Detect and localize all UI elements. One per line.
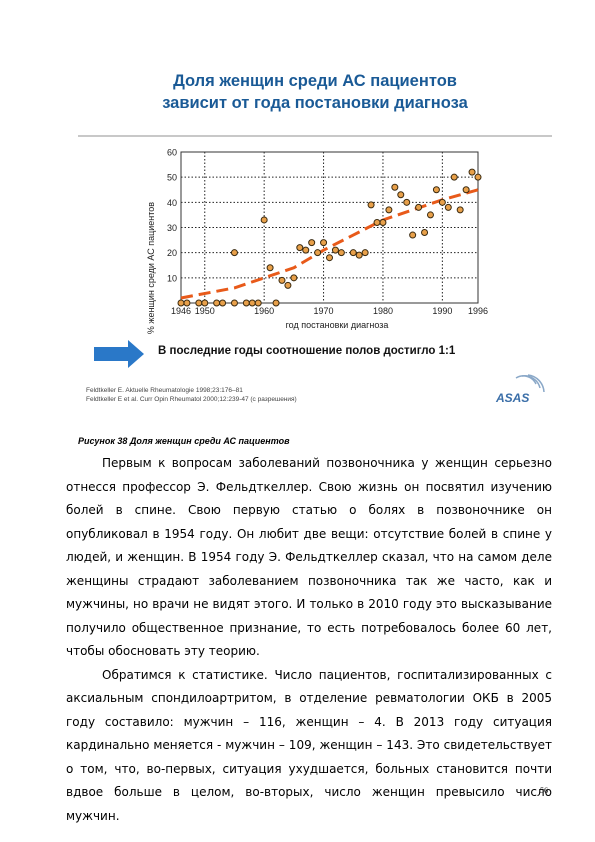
data-point <box>260 216 268 224</box>
data-point <box>308 239 316 247</box>
slide-title: Доля женщин среди АС пациентов зависит о… <box>78 70 552 114</box>
figure-slide: Доля женщин среди АС пациентов зависит о… <box>78 60 552 422</box>
x-axis-label: год постановки диагноза <box>286 320 389 330</box>
x-tick-label: 1996 <box>468 306 488 316</box>
data-point <box>326 254 333 262</box>
asas-logo: ASAS <box>494 374 546 413</box>
data-point <box>379 218 387 226</box>
trend-line <box>180 188 479 300</box>
data-point <box>432 186 440 194</box>
data-point <box>415 203 423 211</box>
data-point <box>438 198 446 206</box>
chart-grid <box>181 152 478 303</box>
reference-1: Feldtkeller E. Aktuelle Rheumatologie 19… <box>86 387 243 394</box>
data-point <box>266 264 274 272</box>
scatter-chart: 10 20 30 40 50 60 1946 1950 1960 1970 1980 1990 1996… <box>146 148 488 335</box>
data-point <box>391 183 399 191</box>
x-tick-label: 1946 <box>171 306 191 316</box>
data-point <box>468 168 476 176</box>
data-point <box>462 186 470 194</box>
data-point <box>409 231 417 239</box>
reference-2: Feldtkeller E et al. Curr Opin Rheumatol… <box>86 396 297 403</box>
data-point <box>421 229 429 237</box>
data-point <box>254 299 262 307</box>
data-point <box>403 198 411 206</box>
body-text: Первым к вопросам заболеваний позвоночни… <box>66 452 552 828</box>
data-point <box>242 299 250 307</box>
y-tick-label: 10 <box>167 273 177 283</box>
data-point <box>230 299 238 307</box>
data-point <box>337 249 345 257</box>
y-tick-label: 20 <box>167 248 177 258</box>
data-point <box>272 299 280 307</box>
page-number: 56 <box>540 786 548 795</box>
y-tick-label: 50 <box>167 173 177 183</box>
data-point <box>331 246 339 254</box>
data-point <box>426 211 434 219</box>
data-point <box>361 249 369 257</box>
data-point <box>290 274 298 282</box>
data-point <box>367 201 375 209</box>
axis-ticks: 10 20 30 40 50 60 1946 1950 1960 1970 1980 1990 1996 <box>167 148 488 317</box>
references: Feldtkeller E. Aktuelle Rheumatologie 19… <box>86 386 297 404</box>
data-point <box>314 249 322 257</box>
data-point <box>284 281 292 289</box>
data-point <box>474 173 482 181</box>
data-point <box>230 249 238 257</box>
data-point <box>444 203 452 211</box>
slide-title-line2: зависит от года постановки диагноза <box>162 94 468 112</box>
data-point <box>373 218 381 226</box>
svg-text:ASAS: ASAS <box>495 391 529 405</box>
data-point <box>183 299 191 307</box>
figure-caption: Рисунок 38 Доля женщин среди АС пациенто… <box>78 436 290 446</box>
data-point <box>201 299 209 307</box>
banner-text: В последние годы соотношение полов дости… <box>158 345 456 357</box>
title-divider <box>78 135 552 137</box>
slide-title-line1: Доля женщин среди АС пациентов <box>173 72 457 90</box>
y-tick-label: 40 <box>167 198 177 208</box>
x-tick-label: 1970 <box>314 306 334 316</box>
data-point <box>385 206 393 214</box>
data-point <box>302 246 310 254</box>
paragraph-2: Обратимся к статистике. Число пациентов,… <box>66 667 552 823</box>
data-point <box>450 173 458 181</box>
summary-banner: В последние годы соотношение полов дости… <box>94 340 552 368</box>
right-arrow-icon <box>94 340 144 368</box>
paragraph-1: Первым к вопросам заболеваний позвоночни… <box>66 456 552 658</box>
data-point <box>320 239 328 247</box>
data-point <box>456 206 464 214</box>
data-point <box>278 276 286 284</box>
x-tick-label: 1990 <box>432 306 452 316</box>
data-point <box>219 299 227 307</box>
data-point <box>296 244 304 252</box>
x-tick-label: 1980 <box>373 306 393 316</box>
y-tick-label: 60 <box>167 148 177 158</box>
data-points <box>177 168 482 307</box>
plot-frame <box>180 151 479 304</box>
data-point <box>397 191 405 199</box>
y-axis-label: % женщин среди АС пациентов <box>146 202 156 334</box>
x-tick-label: 1960 <box>254 306 274 316</box>
data-point <box>355 251 363 259</box>
data-point <box>349 249 357 257</box>
y-tick-label: 30 <box>167 223 177 233</box>
x-tick-label: 1950 <box>195 306 215 316</box>
